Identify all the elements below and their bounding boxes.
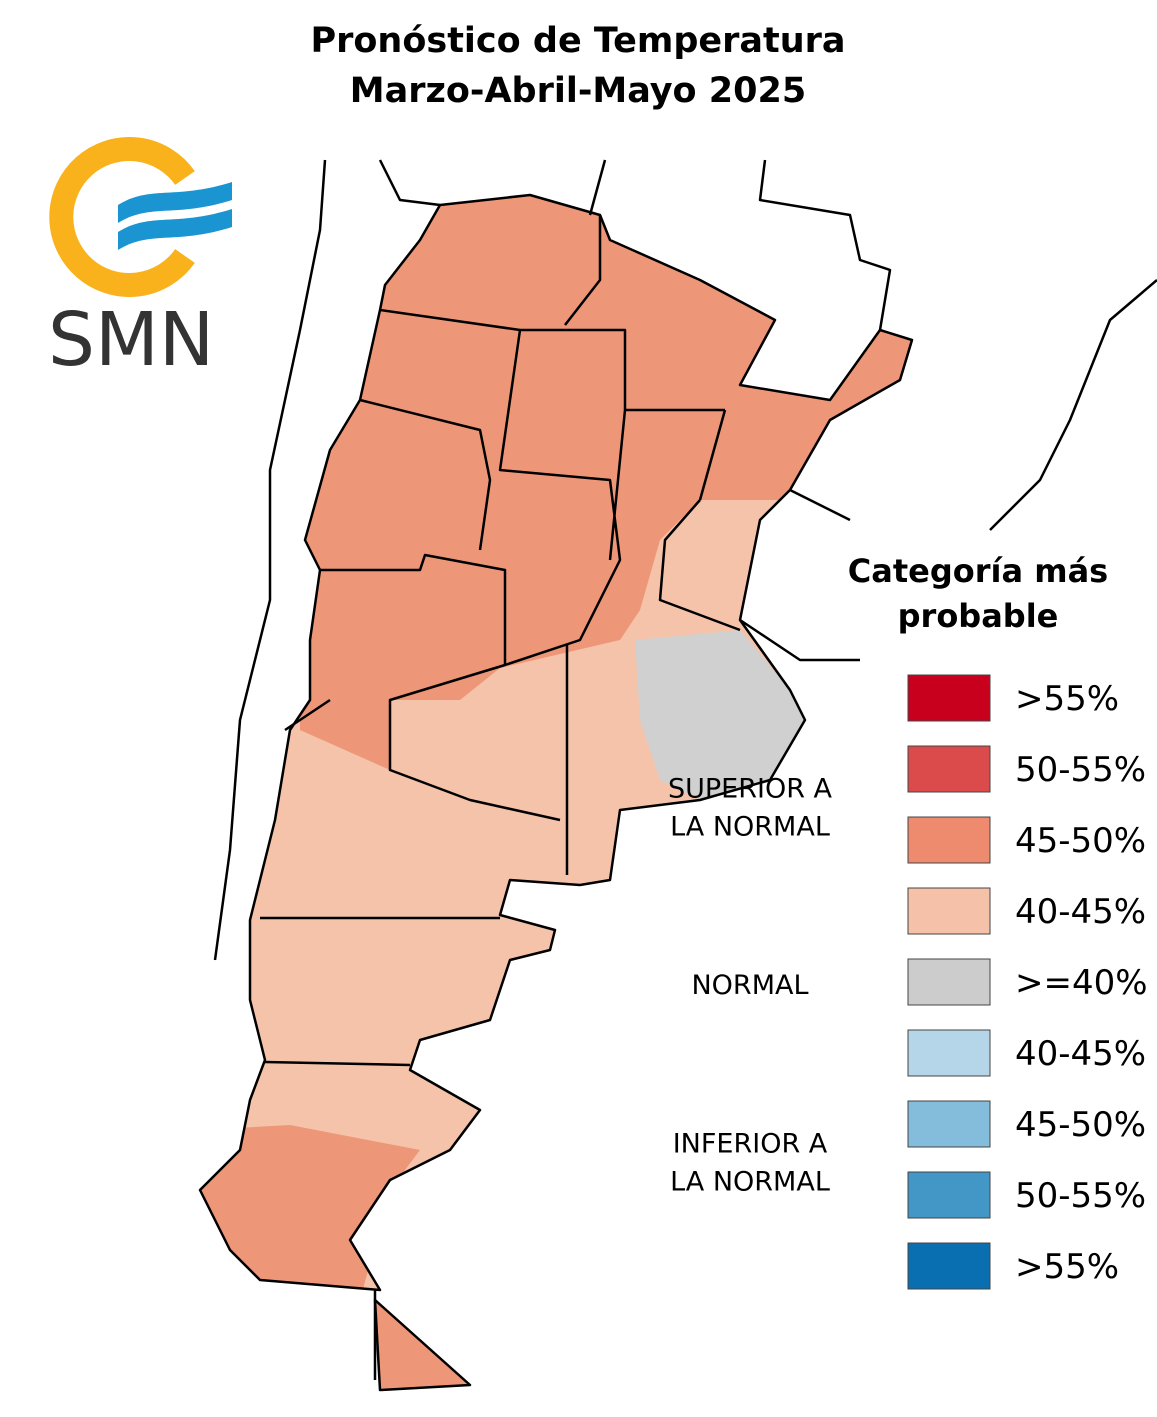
group-label: SUPERIOR A bbox=[668, 774, 833, 805]
legend-title: probable bbox=[898, 597, 1059, 635]
legend-swatch bbox=[907, 958, 991, 1006]
group-label: INFERIOR A bbox=[673, 1129, 828, 1160]
legend-swatch bbox=[907, 1242, 991, 1290]
legend-label: 45-50% bbox=[1015, 1105, 1146, 1145]
group-label: LA NORMAL bbox=[670, 1167, 830, 1198]
legend-swatch bbox=[907, 816, 991, 864]
legend-swatch bbox=[907, 745, 991, 793]
legend-label: >55% bbox=[1015, 1247, 1119, 1287]
legend-swatch bbox=[907, 1100, 991, 1148]
legend-label: 40-45% bbox=[1015, 1034, 1146, 1074]
logo-wave bbox=[118, 182, 232, 223]
legend-swatch bbox=[907, 1029, 991, 1077]
logo-text: SMN bbox=[48, 297, 214, 383]
country-outline bbox=[198, 193, 914, 1392]
logo-ring bbox=[49, 137, 195, 297]
legend-label: >=40% bbox=[1015, 963, 1148, 1003]
legend-label: 45-50% bbox=[1015, 821, 1146, 861]
title-line-2: Marzo-Abril-Mayo 2025 bbox=[350, 71, 806, 111]
province-lines bbox=[260, 215, 741, 1380]
legend-label: 40-45% bbox=[1015, 892, 1146, 932]
legend-swatch bbox=[907, 1171, 991, 1219]
legend-swatch bbox=[907, 887, 991, 935]
legend-label: 50-55% bbox=[1015, 750, 1146, 790]
region-normal bbox=[635, 630, 805, 800]
legend: >55% 50-55% 45-50% 40-45% SUPERIOR A LA NORMA… bbox=[668, 674, 1148, 1290]
legend-title: Categoría más bbox=[848, 552, 1108, 590]
group-label: NORMAL bbox=[691, 970, 808, 1001]
borders bbox=[198, 159, 1157, 1392]
legend-label: 50-55% bbox=[1015, 1176, 1146, 1216]
logo: SMN bbox=[48, 137, 232, 383]
logo-wave bbox=[118, 209, 232, 250]
neighbor-borders bbox=[213, 159, 1157, 961]
group-label: LA NORMAL bbox=[670, 812, 830, 843]
title-line-1: Pronóstico de Temperatura bbox=[310, 21, 845, 61]
legend-label: >55% bbox=[1015, 679, 1119, 719]
legend-swatch bbox=[907, 674, 991, 722]
